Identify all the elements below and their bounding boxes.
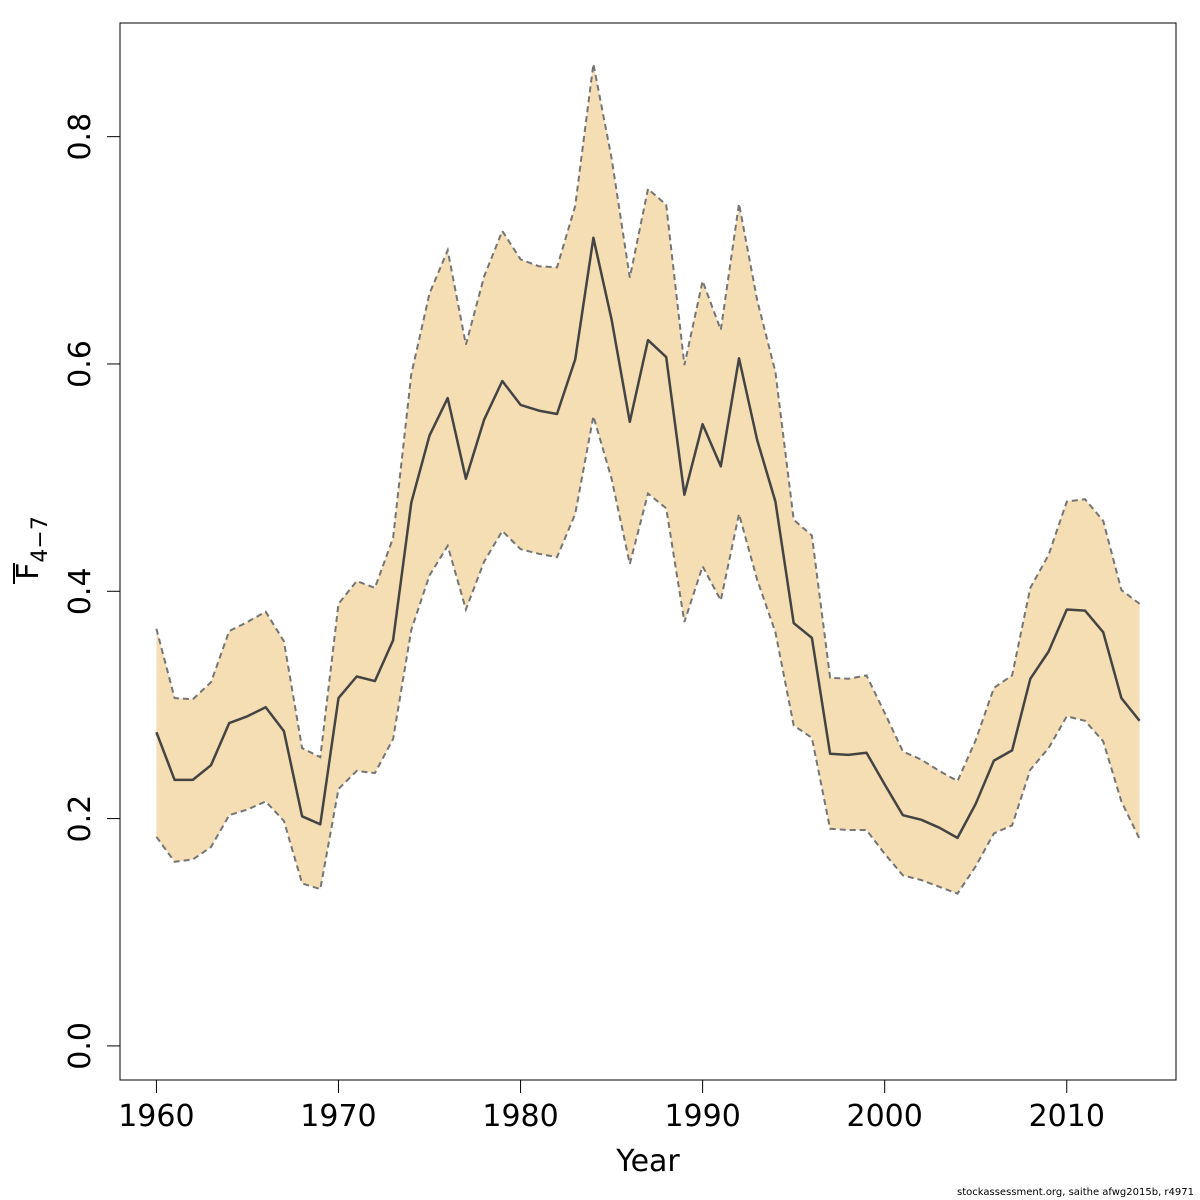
y-tick-label: 0.4 bbox=[63, 567, 98, 615]
lower-bound-line bbox=[155, 415, 1141, 895]
x-axis: 1960 1970 1980 1990 2000 2010 bbox=[118, 1079, 1105, 1134]
y-tick-label: 0.6 bbox=[63, 340, 98, 388]
y-axis-title: F4−7 bbox=[11, 516, 53, 584]
y-tick-label: 0.0 bbox=[63, 1022, 98, 1070]
x-axis-title: Year bbox=[615, 1144, 680, 1179]
x-tick-label: 2000 bbox=[847, 1099, 923, 1134]
y-axis-title-main: F bbox=[11, 563, 46, 580]
x-tick-label: 1960 bbox=[118, 1099, 194, 1134]
estimate-line bbox=[155, 236, 1141, 840]
y-axis-title-text: F4−7 bbox=[11, 516, 53, 580]
footer-credit: stockassessment.org, saithe afwg2015b, r… bbox=[957, 1187, 1194, 1198]
upper-bound-line bbox=[155, 63, 1141, 783]
y-axis: 0.0 0.2 0.4 0.6 0.8 bbox=[63, 113, 121, 1070]
x-tick-label: 1990 bbox=[664, 1099, 740, 1134]
x-tick-label: 2010 bbox=[1029, 1099, 1105, 1134]
y-tick-label: 0.2 bbox=[63, 795, 98, 843]
confidence-band bbox=[156, 63, 1140, 894]
x-tick-label: 1980 bbox=[482, 1099, 558, 1134]
y-axis-title-subscript: 4−7 bbox=[28, 516, 53, 562]
plot-frame bbox=[119, 22, 1177, 1081]
x-tick-label: 1970 bbox=[300, 1099, 376, 1134]
y-tick-label: 0.8 bbox=[63, 113, 98, 161]
